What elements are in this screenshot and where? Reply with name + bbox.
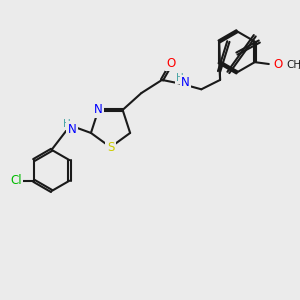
- Text: Cl: Cl: [10, 174, 22, 187]
- Text: H: H: [176, 73, 184, 83]
- Text: 3: 3: [297, 62, 300, 71]
- Text: O: O: [274, 58, 283, 71]
- Text: CH: CH: [286, 60, 300, 70]
- Text: S: S: [107, 141, 114, 154]
- Text: O: O: [167, 57, 176, 70]
- Text: N: N: [94, 103, 103, 116]
- Text: H: H: [63, 118, 70, 129]
- Text: N: N: [68, 123, 76, 136]
- Text: N: N: [181, 76, 190, 89]
